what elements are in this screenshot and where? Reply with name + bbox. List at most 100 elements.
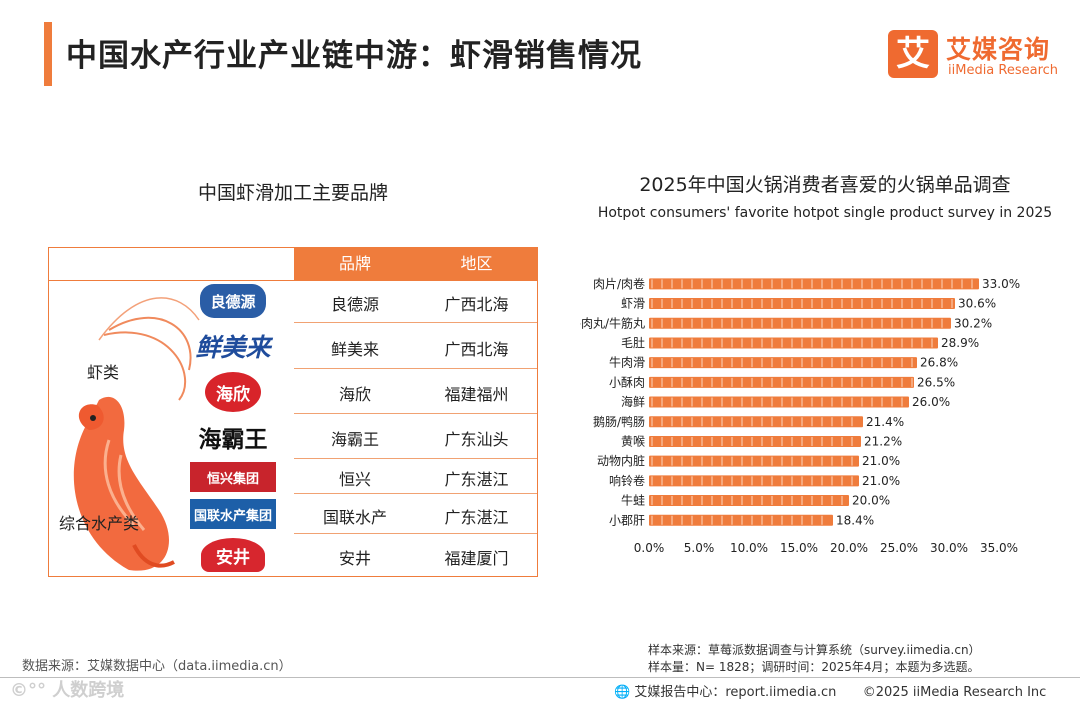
- value-label: 33.0%: [982, 277, 1020, 291]
- value-label: 20.0%: [852, 494, 890, 508]
- value-label: 21.0%: [862, 474, 900, 488]
- brand-name: 国联水产: [322, 508, 387, 527]
- footer-divider: [0, 677, 1080, 678]
- brand-row: 海霸王 海霸王 广东汕头: [49, 414, 537, 459]
- value-label: 26.8%: [920, 356, 958, 370]
- brands-table: 品牌 地区 虾类 综合水产类 良德源 良德源 广西北海 鲜美来 鲜美来 广西北海…: [48, 247, 538, 577]
- x-tick-label: 0.0%: [634, 541, 665, 555]
- brand-name: 良德源: [330, 295, 379, 314]
- x-tick-label: 25.0%: [880, 541, 918, 555]
- category-label: 鹅肠/鸭肠: [593, 415, 645, 429]
- category-label: 牛肉滑: [609, 355, 645, 370]
- footer-bottom: 🌐 艾媒报告中心：report.iimedia.cn ©2025 iiMedia…: [614, 681, 1046, 700]
- brand-region: 福建厦门: [444, 549, 509, 568]
- category-aquatic: 综合水产类: [59, 514, 140, 533]
- category-label: 黄喉: [621, 434, 645, 448]
- bar: [649, 514, 833, 526]
- header-region: 地区: [416, 248, 537, 280]
- x-tick-label: 35.0%: [980, 541, 1018, 555]
- category-shrimp: 虾类: [87, 363, 120, 382]
- brand-logo: 良德源: [189, 284, 277, 318]
- hotpot-bar-chart: 肉片/肉卷 33.0% 虾滑 30.6% 牛肉丸/牛筋丸 30.2% 毛肚 28.9% 牛肉滑 2…: [580, 276, 1020, 555]
- bar: [649, 416, 863, 428]
- category-label: 小酥肉: [609, 375, 645, 389]
- value-label: 21.2%: [864, 434, 902, 448]
- x-tick-label: 5.0%: [684, 541, 715, 555]
- chart-subtitle: Hotpot consumers' favorite hotpot single…: [597, 205, 1053, 221]
- bar: [649, 317, 951, 329]
- sample-source: 样本来源：草莓派数据调查与计算系统（survey.iimedia.cn）: [648, 643, 981, 657]
- brand-region: 广东汕头: [444, 430, 509, 449]
- brand-logo: 恒兴集团: [189, 460, 277, 494]
- brand-logo: 安井: [189, 538, 277, 572]
- category-label: 小郡肝: [609, 513, 645, 527]
- bar: [649, 396, 909, 408]
- iimedia-logo: 艾 艾媒咨询 iiMedia Research: [888, 30, 1068, 82]
- brand-row: 安井 安井 福建厦门: [49, 534, 537, 577]
- category-label: 响铃卷: [609, 473, 645, 488]
- x-tick-label: 15.0%: [780, 541, 818, 555]
- row-divider: [294, 458, 537, 459]
- value-label: 28.9%: [941, 336, 979, 350]
- bar: [649, 495, 849, 507]
- title-accent-bar: [44, 22, 52, 86]
- source-note: 数据来源：艾媒数据中心（data.iimedia.cn）: [22, 659, 292, 674]
- value-label: 26.5%: [917, 375, 955, 389]
- brand-row: 鲜美来 鲜美来 广西北海: [49, 323, 537, 369]
- brand-row: 恒兴集团 恒兴 广东湛江: [49, 459, 537, 494]
- brand-logo: 国联水产集团: [189, 497, 277, 531]
- brand-row: 良德源 良德源 广西北海: [49, 280, 537, 323]
- brand-region: 广西北海: [444, 340, 509, 359]
- brand-row: 国联水产集团 国联水产 广东湛江: [49, 494, 537, 534]
- brand-logo: 鲜美来: [195, 333, 271, 362]
- logo-mark: 艾: [888, 30, 938, 78]
- value-label: 18.4%: [836, 513, 874, 527]
- logo-chinese-name: 艾媒咨询: [946, 35, 1051, 64]
- row-divider: [294, 413, 537, 414]
- brand-logo: 海欣: [189, 372, 277, 412]
- value-label: 21.0%: [862, 454, 900, 468]
- bar: [649, 337, 938, 349]
- x-tick-label: 30.0%: [930, 541, 968, 555]
- x-tick-label: 20.0%: [830, 541, 868, 555]
- copyright: ©2025 iiMedia Research Inc: [862, 685, 1047, 700]
- category-label: 牛蛙: [621, 493, 645, 508]
- value-label: 26.0%: [912, 395, 950, 409]
- brand-region: 广东湛江: [444, 508, 509, 527]
- brand-region: 福建福州: [444, 385, 509, 404]
- logo-english-name: iiMedia Research: [948, 63, 1059, 78]
- bar: [649, 278, 979, 290]
- category-label: 海鲜: [621, 394, 645, 409]
- row-divider: [294, 322, 537, 323]
- header-divider: [49, 280, 537, 281]
- brand-name: 海霸王: [330, 430, 379, 449]
- brand-region: 广东湛江: [444, 470, 509, 489]
- globe-icon: 🌐: [614, 685, 631, 700]
- sample-size: 样本量：N= 1828；调研时间：2025年4月；本题为多选题。: [648, 660, 980, 674]
- value-label: 30.6%: [958, 297, 996, 311]
- shrimp-illustration: [73, 297, 200, 571]
- value-label: 30.2%: [954, 316, 992, 330]
- row-divider: [294, 368, 537, 369]
- bar: [649, 455, 859, 467]
- report-center[interactable]: 艾媒报告中心：report.iimedia.cn: [634, 685, 837, 700]
- category-label: 动物内脏: [597, 453, 645, 468]
- page-title: 中国水产行业产业链中游：虾滑销售情况: [66, 38, 642, 74]
- brands-table-title: 中国虾滑加工主要品牌: [197, 182, 388, 204]
- brand-name: 鲜美来: [330, 340, 379, 359]
- brand-name: 恒兴: [338, 470, 371, 489]
- bar: [649, 357, 917, 369]
- value-label: 21.4%: [866, 415, 904, 429]
- category-label: 毛肚: [621, 335, 645, 350]
- bar: [649, 475, 859, 487]
- bar: [649, 435, 861, 447]
- chart-title: 2025年中国火锅消费者喜爱的火锅单品调查: [639, 174, 1011, 196]
- brand-region: 广西北海: [444, 295, 509, 314]
- row-divider: [294, 493, 537, 494]
- header-brand: 品牌: [294, 248, 416, 280]
- brand-name: 安井: [338, 549, 371, 568]
- x-tick-label: 10.0%: [730, 541, 768, 555]
- brand-logo: 海霸王: [198, 427, 268, 453]
- category-label: 虾滑: [621, 297, 645, 311]
- brand-name: 海欣: [338, 385, 371, 404]
